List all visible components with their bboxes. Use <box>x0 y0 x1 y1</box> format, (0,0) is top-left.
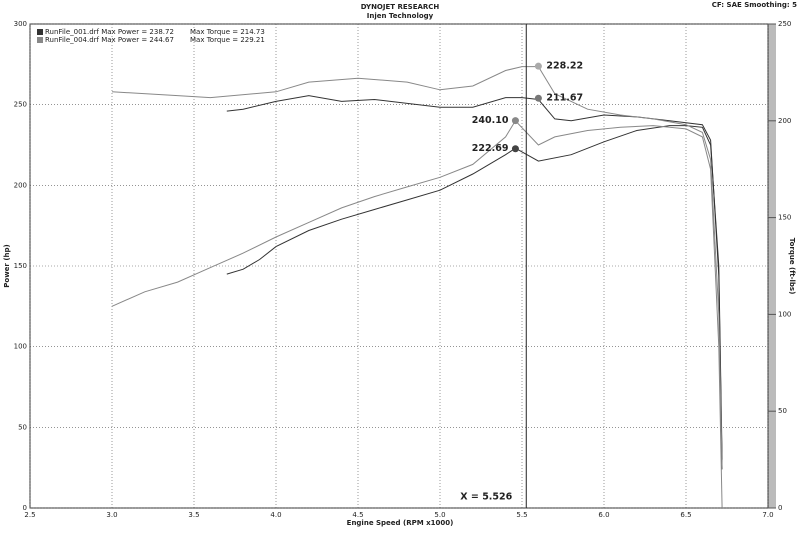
x-tick-label: 6.5 <box>680 511 691 519</box>
x-tick-label: 2.5 <box>24 511 35 519</box>
line-series <box>111 119 723 509</box>
y-tick-label: 100 <box>14 343 27 351</box>
annotation-marker <box>511 145 519 153</box>
settings: CF: SAE Smoothing: 5 <box>712 1 797 9</box>
y2-tick-label: 0 <box>778 504 782 512</box>
y2-tick-label: 200 <box>778 117 791 125</box>
x-axis-title: Engine Speed (RPM x1000) <box>347 519 454 527</box>
cursor-label: X = 5.526 <box>460 492 512 503</box>
annotation-marker <box>534 94 542 102</box>
annotation-marker <box>534 62 542 70</box>
annotation-label: 211.67 <box>546 93 583 104</box>
x-tick-label: 6.0 <box>598 511 609 519</box>
x-tick-label: 7.0 <box>762 511 773 519</box>
line-series <box>111 66 723 470</box>
x-tick-label: 4.0 <box>270 511 281 519</box>
y-tick-label: 300 <box>14 20 27 28</box>
x-tick-label: 4.5 <box>352 511 363 519</box>
line-series <box>226 95 723 470</box>
y-axis-title: Power (hp) <box>3 244 11 287</box>
legend-torque: Max Torque = 229.21 <box>190 36 265 44</box>
annotation-label: 228.22 <box>546 61 583 72</box>
right-axis-band <box>768 24 776 508</box>
x-tick-label: 3.5 <box>188 511 199 519</box>
legend-label: RunFile_001.drf Max Power = 238.72 <box>45 28 174 36</box>
y2-tick-label: 100 <box>778 310 791 318</box>
line-series <box>226 125 723 460</box>
annotation-label: 222.69 <box>472 143 509 154</box>
y2-tick-label: 250 <box>778 20 791 28</box>
y-tick-label: 0 <box>23 504 27 512</box>
y2-axis-title: Torque (ft-lbs) <box>788 238 796 295</box>
legend-swatch <box>37 37 43 43</box>
legend-swatch <box>37 29 43 35</box>
legend-label: RunFile_004.drf Max Power = 244.67 <box>45 36 174 44</box>
annotation-label: 240.10 <box>472 115 509 126</box>
x-tick-label: 3.0 <box>106 511 117 519</box>
y2-tick-label: 150 <box>778 214 791 222</box>
y2-tick-label: 50 <box>778 407 787 415</box>
y-tick-label: 200 <box>14 181 27 189</box>
x-tick-label: 5.5 <box>516 511 527 519</box>
y-tick-label: 150 <box>14 262 27 270</box>
chart-title: DYNOJET RESEARCH <box>361 3 440 11</box>
legend-torque: Max Torque = 214.73 <box>190 28 265 36</box>
chart-subtitle: Injen Technology <box>367 12 434 20</box>
x-tick-label: 5.0 <box>434 511 445 519</box>
annotation-marker <box>511 117 519 125</box>
y-tick-label: 50 <box>18 423 27 431</box>
y-tick-label: 250 <box>14 101 27 109</box>
